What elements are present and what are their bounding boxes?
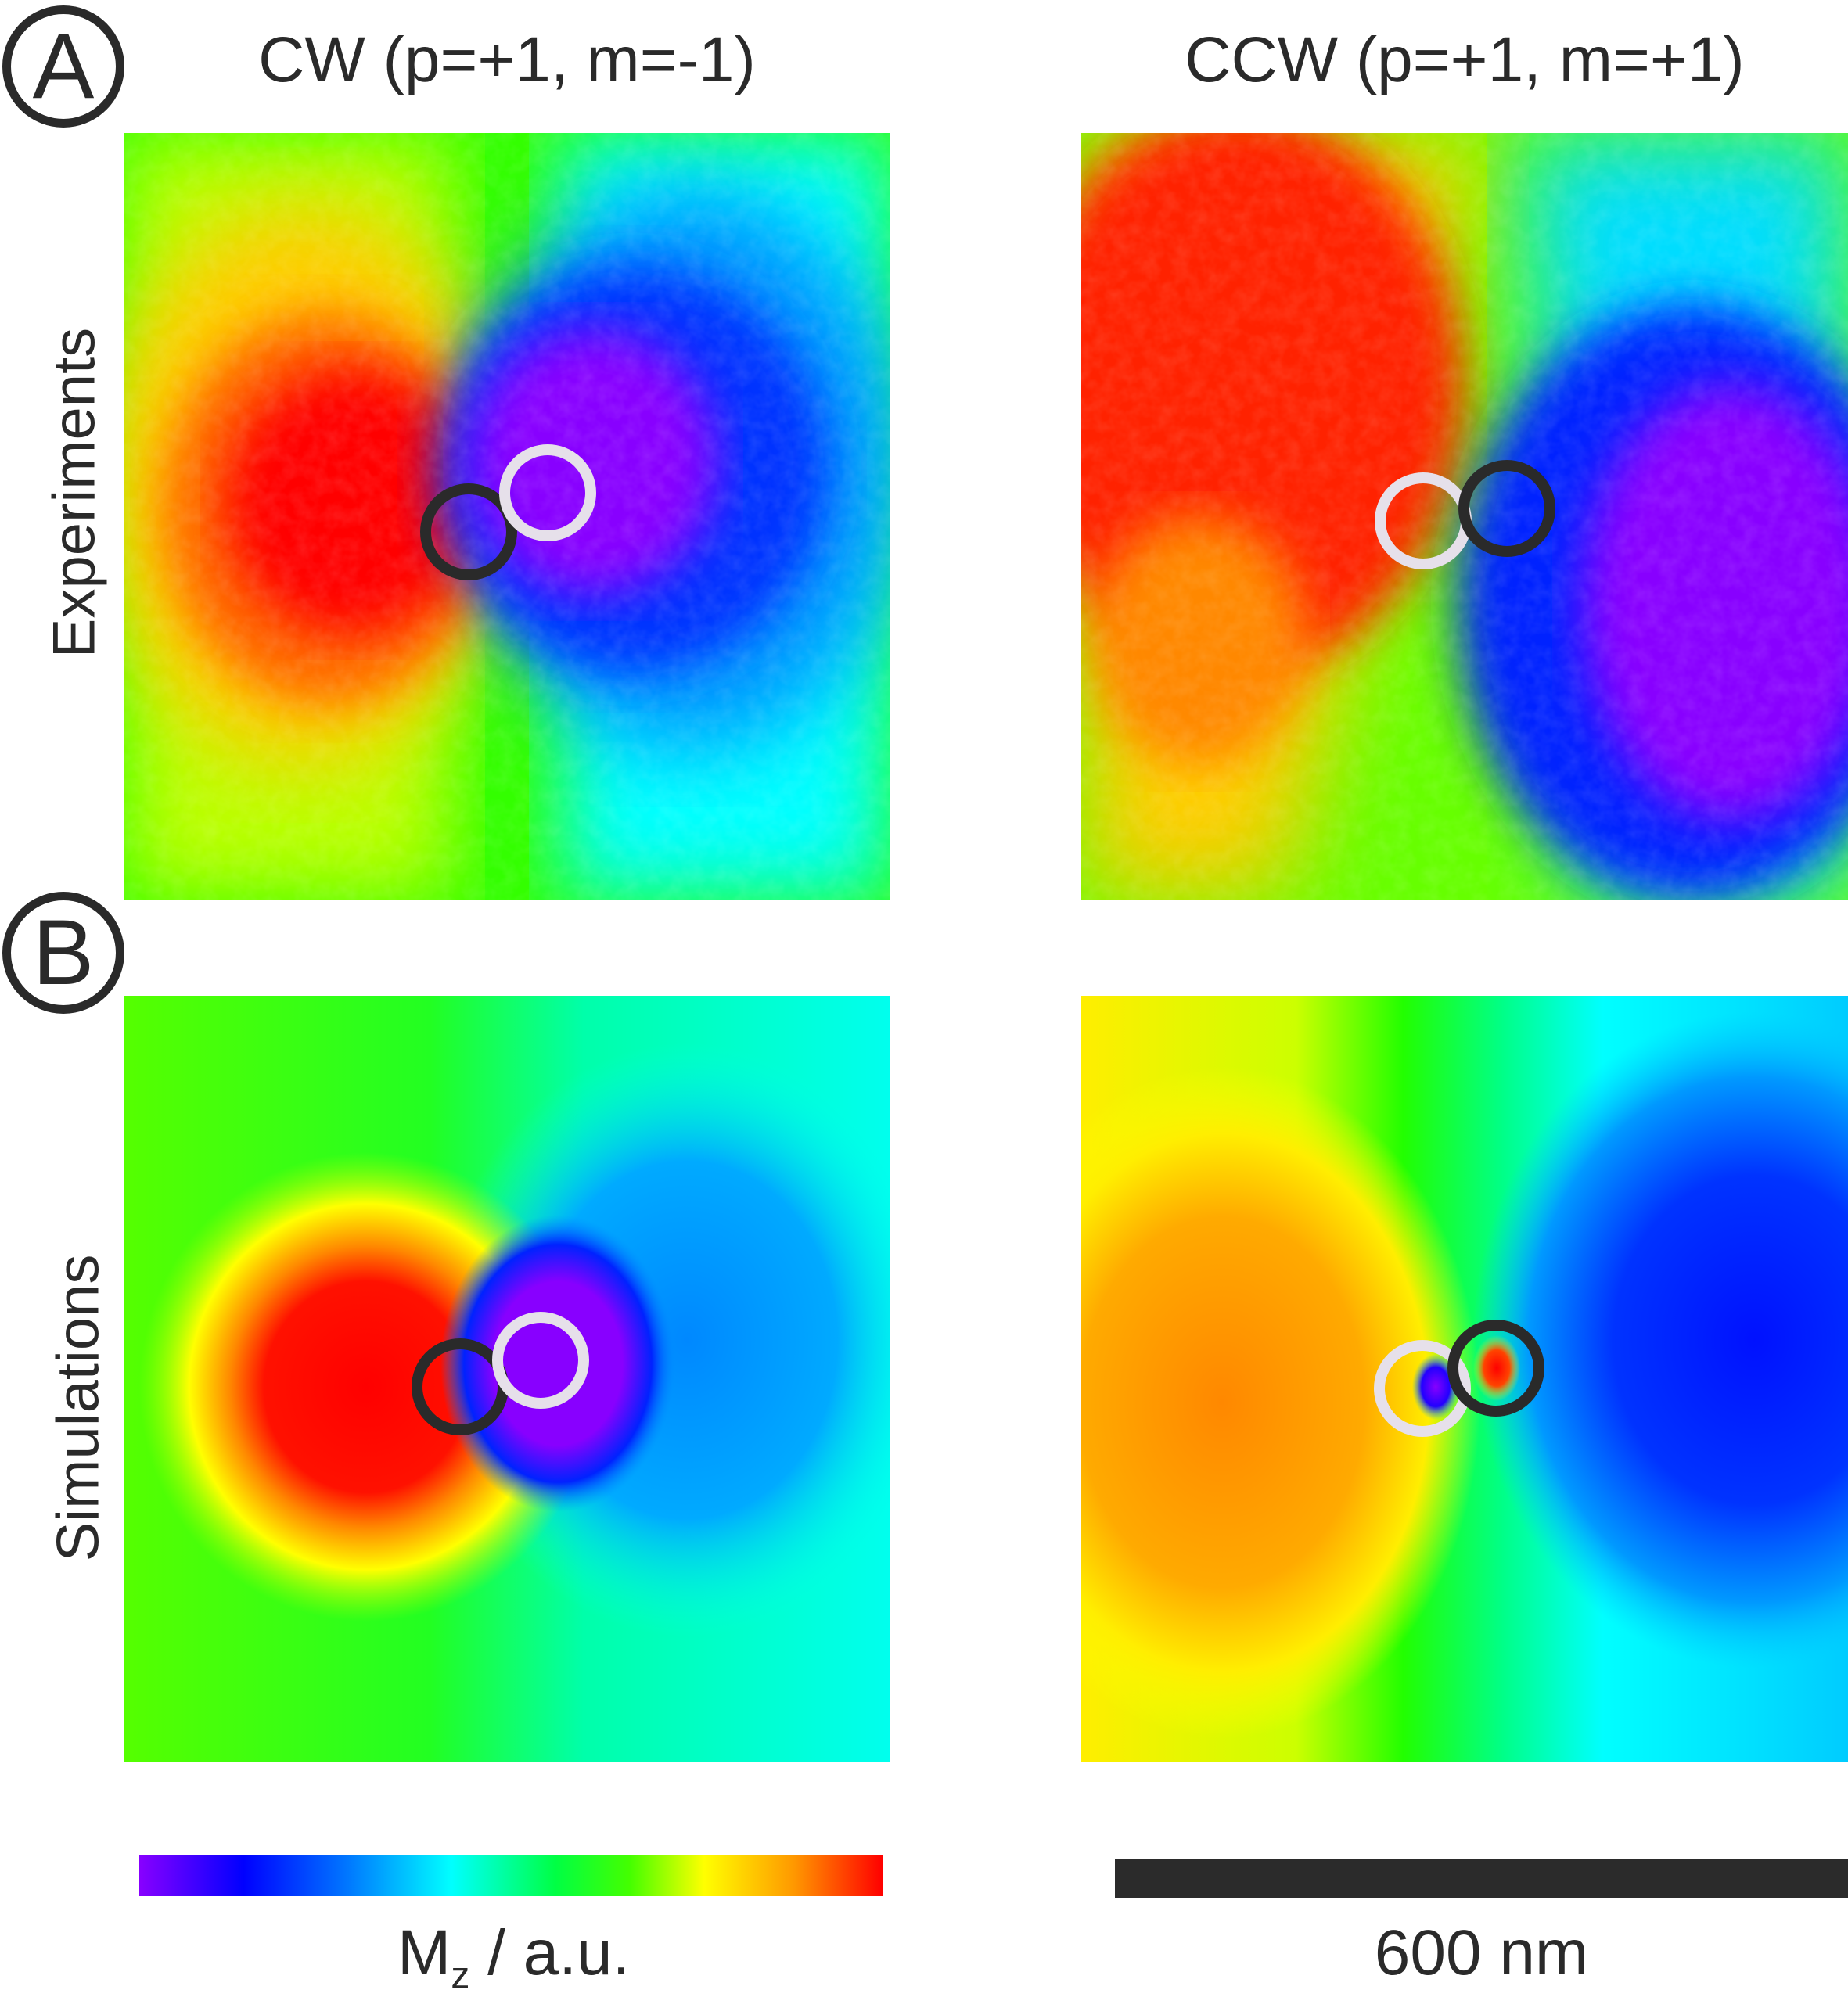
simulation-cw-map: [124, 996, 890, 1762]
colorbar-label-subscript: z: [451, 1955, 470, 1997]
panel-experiment-cw: [124, 133, 890, 900]
dark-ring: [1447, 1320, 1544, 1417]
light-ring: [1374, 1340, 1471, 1437]
dark-ring: [1458, 460, 1555, 557]
panel-badge-a: A: [2, 5, 124, 128]
badge-a-letter: A: [32, 15, 95, 118]
colorbar: [139, 1855, 883, 1896]
panel-simulation-ccw: [1081, 996, 1848, 1762]
colorbar-label-symbol: M: [397, 1917, 451, 1988]
colorbar-label-unit: / a.u.: [469, 1917, 631, 1988]
light-ring: [492, 1312, 589, 1409]
panel-experiment-ccw: [1081, 133, 1848, 900]
experiment-ccw-map: [1081, 133, 1848, 900]
dark-ring: [420, 483, 517, 580]
panel-badge-b: B: [2, 892, 124, 1014]
badge-b-letter: B: [32, 901, 95, 1004]
light-ring: [499, 444, 596, 541]
simulation-ccw-map: [1081, 996, 1848, 1762]
scale-bar: [1115, 1859, 1848, 1898]
scalebar-label: 600 nm: [1374, 1917, 1589, 1988]
experiment-cw-map: [124, 133, 890, 900]
row-label-experiments: Experiments: [41, 327, 108, 659]
panel-simulation-cw: [124, 996, 890, 1762]
row-label-simulations: Simulations: [45, 1254, 112, 1562]
colorbar-label: Mz / a.u.: [397, 1916, 630, 1997]
column-title-ccw: CCW (p=+1, m=+1): [1185, 24, 1745, 95]
column-title-cw: CW (p=+1, m=-1): [258, 24, 756, 95]
